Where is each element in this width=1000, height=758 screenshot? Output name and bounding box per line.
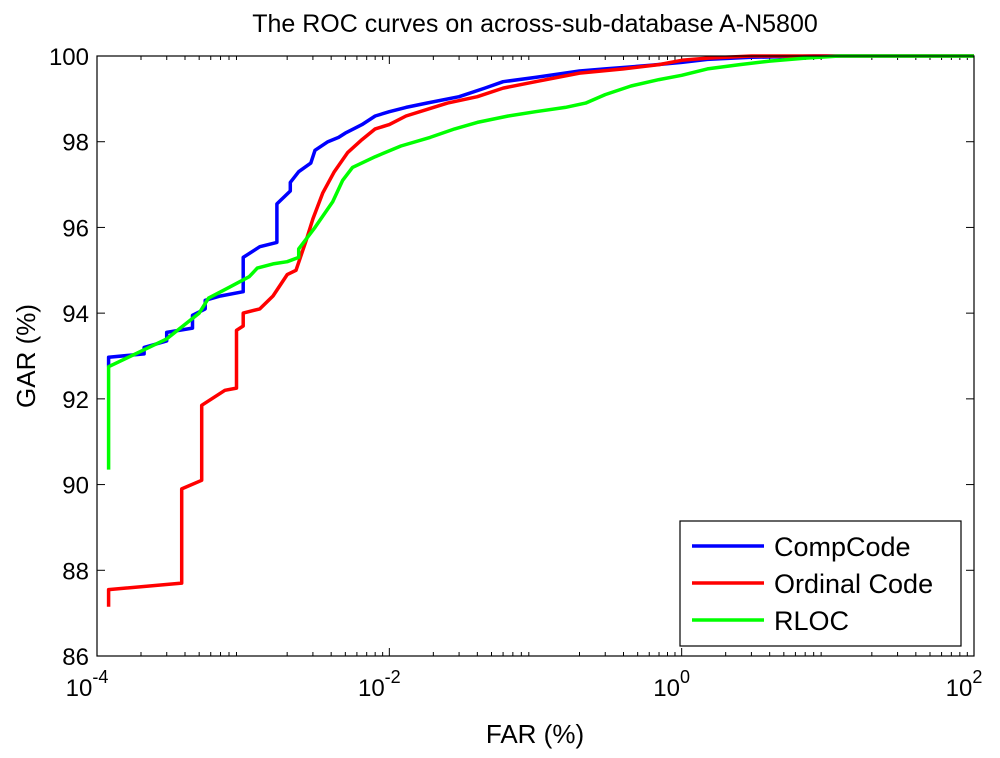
y-tick-label: 96 xyxy=(62,215,89,242)
y-tick-label: 86 xyxy=(62,644,89,671)
legend-label: RLOC xyxy=(774,606,849,636)
x-tick-label: 100 xyxy=(653,667,690,702)
x-tick-base: 10 xyxy=(653,675,680,702)
legend: CompCode Ordinal Code RLOC xyxy=(679,520,962,647)
y-tick-label: 88 xyxy=(62,558,89,585)
x-tick-base: 10 xyxy=(358,675,385,702)
plot-frame xyxy=(96,55,975,657)
y-tick-label: 100 xyxy=(49,44,89,71)
x-tick-label: 10-4 xyxy=(66,667,109,702)
series-layer xyxy=(106,54,974,607)
x-tick-exponent: 0 xyxy=(680,667,690,687)
x-tick-exponent: -4 xyxy=(92,667,108,687)
x-tick-label: 10-2 xyxy=(358,667,401,702)
x-tick-label: 102 xyxy=(946,667,983,702)
series-line-rloc xyxy=(106,54,974,470)
y-tick-label: 94 xyxy=(62,301,89,328)
legend-entries: CompCode Ordinal Code RLOC xyxy=(692,532,933,636)
x-tick-exponent: -2 xyxy=(385,667,401,687)
y-tick-label: 90 xyxy=(62,473,89,500)
x-tick-base: 10 xyxy=(946,675,973,702)
y-tick-label: 92 xyxy=(62,387,89,414)
chart-title: The ROC curves on across-sub-database A-… xyxy=(252,10,818,38)
legend-label: CompCode xyxy=(774,532,911,562)
x-tick-exponent: 2 xyxy=(972,667,982,687)
x-axis-ticks: 10-4 10-2 100 102 xyxy=(66,56,983,702)
y-axis-ticks: 86 88 90 92 94 96 98 100 xyxy=(49,44,974,671)
legend-label: Ordinal Code xyxy=(774,569,933,599)
y-tick-label: 98 xyxy=(62,130,89,157)
series-line-ordinal-code xyxy=(106,54,974,607)
y-axis-title: GAR (%) xyxy=(11,304,41,408)
x-axis-title: FAR (%) xyxy=(486,719,584,749)
x-tick-base: 10 xyxy=(66,675,93,702)
